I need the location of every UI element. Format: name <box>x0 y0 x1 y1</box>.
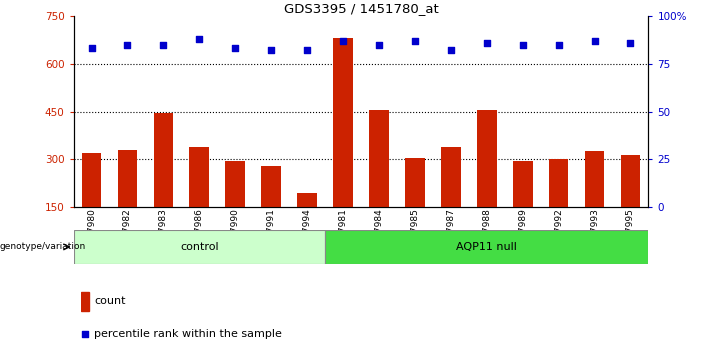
Point <box>230 46 241 51</box>
Bar <box>189 147 209 207</box>
Point <box>445 47 456 53</box>
Point <box>301 47 313 53</box>
Text: percentile rank within the sample: percentile rank within the sample <box>94 329 282 339</box>
Bar <box>261 166 281 207</box>
Point <box>337 38 348 44</box>
Title: GDS3395 / 1451780_at: GDS3395 / 1451780_at <box>284 2 438 15</box>
Bar <box>405 158 425 207</box>
Bar <box>82 153 102 207</box>
Bar <box>81 292 90 311</box>
Bar <box>585 152 604 207</box>
Point <box>86 46 97 51</box>
Bar <box>477 110 496 207</box>
Point <box>553 42 564 47</box>
Point <box>122 42 133 47</box>
Point <box>517 42 529 47</box>
Point <box>625 40 636 46</box>
Bar <box>226 161 245 207</box>
Text: genotype/variation: genotype/variation <box>0 242 86 251</box>
Point <box>374 42 385 47</box>
Bar <box>620 154 640 207</box>
Text: count: count <box>94 296 125 306</box>
Bar <box>297 193 317 207</box>
Bar <box>325 230 648 264</box>
Point <box>158 42 169 47</box>
Point <box>481 40 492 46</box>
Point <box>589 38 600 44</box>
Bar <box>118 150 137 207</box>
Bar <box>441 147 461 207</box>
Text: AQP11 null: AQP11 null <box>456 242 517 252</box>
Bar <box>154 113 173 207</box>
Point <box>79 331 90 337</box>
Point <box>266 47 277 53</box>
Bar <box>74 230 325 264</box>
Bar <box>333 38 353 207</box>
Bar <box>513 161 533 207</box>
Text: control: control <box>180 242 219 252</box>
Point <box>409 38 421 44</box>
Point <box>193 36 205 42</box>
Bar <box>549 159 569 207</box>
Bar <box>369 110 389 207</box>
